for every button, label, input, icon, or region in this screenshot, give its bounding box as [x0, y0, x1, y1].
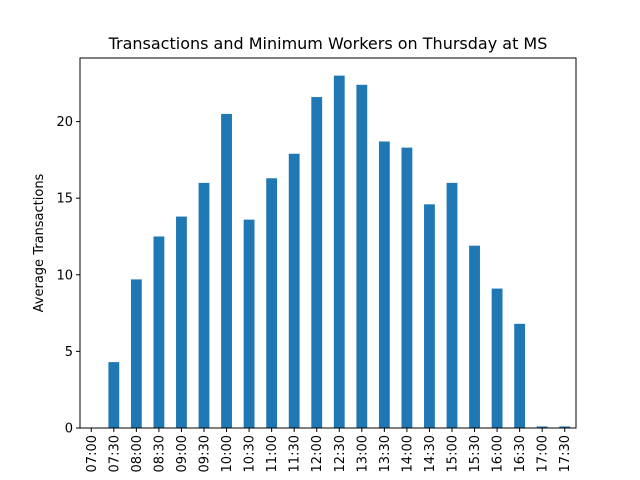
bar-1030 — [243, 219, 255, 428]
y-axis-label: Average Transactions — [32, 173, 47, 312]
bar-1630 — [514, 323, 526, 428]
x-tick-label: 17:30 — [558, 435, 573, 472]
bar-1230 — [333, 75, 345, 428]
bar-0730 — [108, 362, 120, 428]
plot-frame — [79, 57, 577, 429]
x-tick-label: 14:00 — [400, 435, 415, 472]
x-axis: 07:00 07:30 08:00 08:30 09:00 09:30 10:00 10:30… — [85, 428, 573, 472]
x-tick-label: 07:30 — [107, 435, 122, 472]
x-tick-label: 09:30 — [198, 435, 213, 472]
x-tick-label: 15:30 — [468, 435, 483, 472]
bar-0900 — [176, 216, 187, 428]
y-tick-label: 20 — [56, 115, 73, 130]
x-tick-label: 10:30 — [243, 435, 258, 472]
x-tick-label: 10:00 — [220, 435, 235, 472]
bar-1430 — [424, 204, 435, 428]
x-tick-label: 11:30 — [288, 435, 303, 472]
y-tick-label: 5 — [65, 345, 73, 360]
bar-1000 — [221, 113, 232, 428]
x-tick-label: 16:30 — [513, 435, 528, 472]
x-tick-label: 12:00 — [310, 435, 325, 472]
bar-1730 — [559, 426, 571, 428]
x-tick-label: 11:00 — [265, 435, 280, 472]
x-tick-label: 17:00 — [536, 435, 551, 472]
bar-1530 — [469, 245, 480, 428]
y-tick-label: 10 — [56, 268, 73, 283]
bar-1100 — [266, 178, 278, 428]
x-tick-label: 13:00 — [355, 435, 370, 472]
y-axis: 0 5 10 15 20 — [56, 115, 80, 437]
chart-title: Transactions and Minimum Workers on Thur… — [108, 34, 548, 53]
bar-1400 — [401, 147, 413, 429]
bar-1200 — [311, 97, 323, 428]
y-tick-label: 0 — [65, 422, 73, 437]
x-tick-label: 09:00 — [175, 435, 190, 472]
x-tick-label: 15:00 — [446, 435, 461, 472]
y-tick-label: 15 — [56, 192, 73, 207]
x-tick-label: 16:00 — [491, 435, 506, 472]
bars-group — [108, 75, 571, 429]
x-tick-label: 12:30 — [333, 435, 348, 472]
bar-1330 — [378, 141, 390, 428]
bar-1130 — [288, 153, 300, 429]
bar-1700 — [536, 426, 548, 428]
x-tick-label: 13:30 — [378, 435, 393, 472]
x-tick-label: 08:00 — [130, 435, 145, 472]
bar-1500 — [446, 182, 458, 428]
bar-0930 — [198, 182, 210, 428]
bar-0830 — [153, 236, 165, 428]
bar-1300 — [356, 84, 368, 429]
bar-0800 — [130, 279, 142, 428]
x-tick-label: 07:00 — [85, 435, 100, 472]
x-tick-label: 14:30 — [423, 435, 438, 472]
bar-1600 — [491, 288, 503, 428]
x-tick-label: 08:30 — [152, 435, 167, 472]
